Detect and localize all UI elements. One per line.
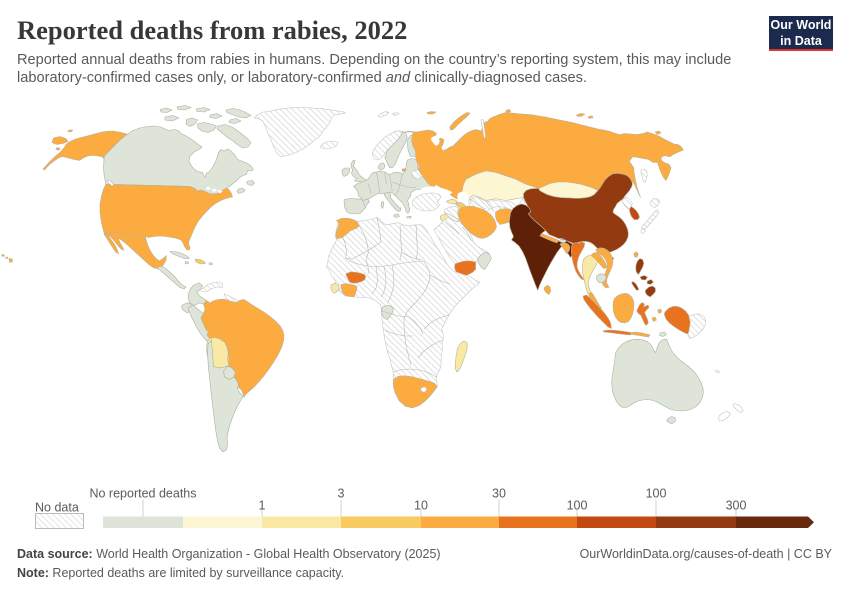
svg-text:1: 1: [259, 499, 266, 513]
svg-text:300: 300: [726, 499, 747, 513]
svg-text:3: 3: [338, 487, 345, 501]
svg-text:10: 10: [414, 499, 428, 513]
svg-text:30: 30: [492, 487, 506, 501]
svg-text:No reported deaths: No reported deaths: [89, 487, 196, 501]
svg-text:No data: No data: [35, 501, 79, 515]
svg-text:100: 100: [567, 499, 588, 513]
svg-text:100: 100: [646, 487, 667, 501]
